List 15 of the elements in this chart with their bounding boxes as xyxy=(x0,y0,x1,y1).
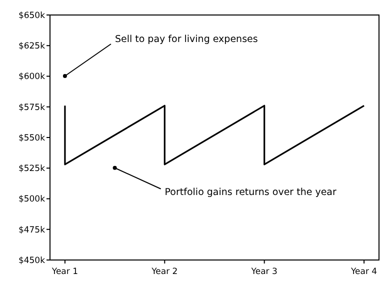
y-tick-label: $550k xyxy=(18,133,46,144)
y-tick-label: $475k xyxy=(18,225,46,236)
y-tick-label: $575k xyxy=(18,102,46,113)
y-tick-label: $600k xyxy=(18,72,46,82)
y-tick-label: $450k xyxy=(18,256,46,266)
y-tick-label: $500k xyxy=(18,194,46,205)
y-tick-label: $650k xyxy=(18,10,46,21)
y-tick-label: $525k xyxy=(18,164,46,174)
x-tick-label: Year 3 xyxy=(250,267,278,277)
x-tick-label: Year 1 xyxy=(50,267,78,277)
annotation: Portfolio gains returns over the year xyxy=(164,186,337,198)
x-tick-label: Year 4 xyxy=(350,267,378,277)
x-tick-label: Year 2 xyxy=(150,267,178,277)
annotation: Sell to pay for living expenses xyxy=(114,34,258,46)
y-tick-label: $625k xyxy=(18,42,46,52)
